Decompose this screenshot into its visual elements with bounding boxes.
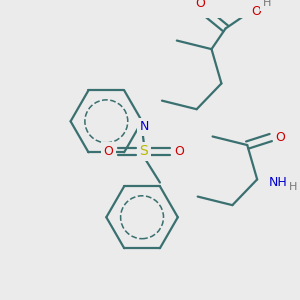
Text: O: O xyxy=(175,145,184,158)
Text: O: O xyxy=(275,131,285,144)
Text: H: H xyxy=(289,182,297,192)
Text: O: O xyxy=(251,5,261,18)
Text: O: O xyxy=(103,145,113,158)
Text: N: N xyxy=(139,121,148,134)
Text: O: O xyxy=(195,0,205,11)
Text: H: H xyxy=(263,0,271,8)
Text: NH: NH xyxy=(268,176,287,189)
Text: S: S xyxy=(140,144,148,158)
